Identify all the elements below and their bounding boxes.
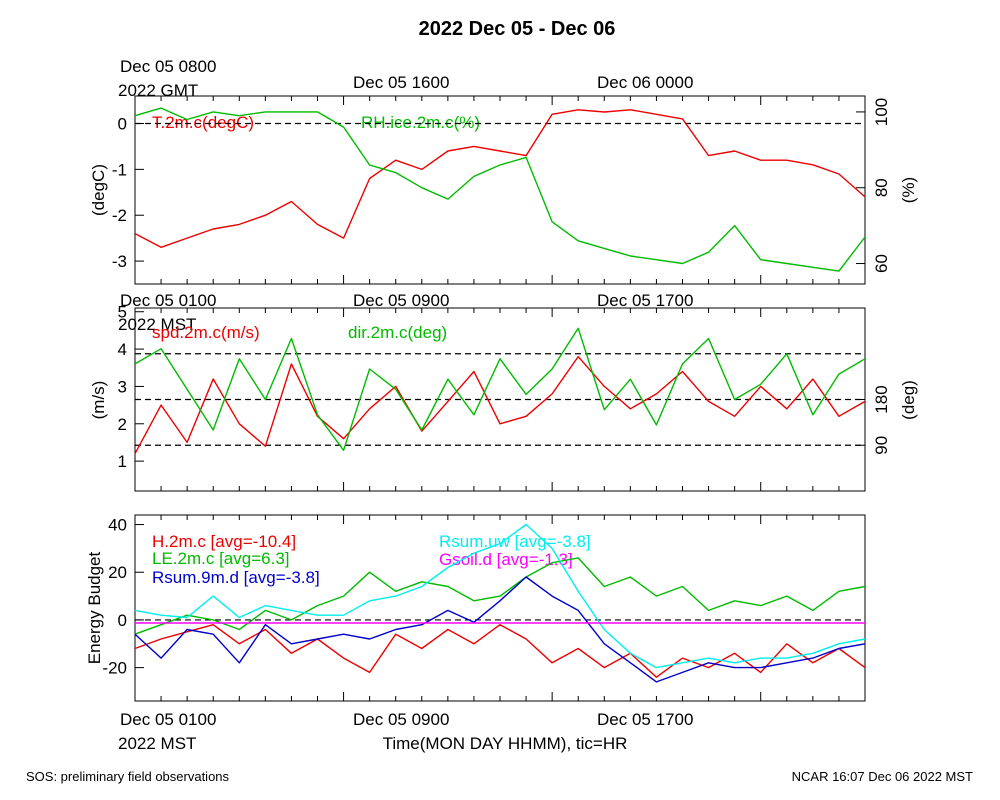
bottom-time-label-2: Dec 05 0900 — [353, 710, 449, 729]
series-line-dir-2m-c-deg- — [134, 327, 866, 451]
right-axis-tick-label: 60 — [872, 254, 891, 273]
legend-gsoil: Gsoil.d [avg=-1.3] — [439, 550, 573, 569]
legend-temperature: T.2m.c(degC) — [152, 113, 254, 132]
panel-2-plot: 1 2 3 4 5 90 180 — [118, 303, 891, 491]
top-time-zone: 2022 GMT — [118, 81, 198, 100]
bottom-time-label-3: Dec 05 1700 — [597, 710, 693, 729]
left-axis-tick-label: -1 — [112, 160, 127, 179]
series-line-rh-ice-2m-c- — [134, 107, 866, 272]
figure-title: 2022 Dec 05 - Dec 06 — [419, 18, 616, 40]
mid-time-label-2: Dec 05 0900 — [353, 291, 449, 310]
right-axis-tick-label: 180 — [872, 385, 891, 413]
legend-rsum-uw: Rsum.uw [avg=-3.8] — [439, 532, 591, 551]
series-line-spd-2m-c-m-s- — [134, 355, 866, 455]
panel-2-right-axis-label: (deg) — [899, 380, 918, 420]
legend-h: H.2m.c [avg=-10.4] — [152, 532, 296, 551]
left-axis-tick-label: -2 — [112, 206, 127, 225]
mid-time-zone: 2022 MST — [118, 315, 196, 334]
legend-humidity: RH.ice.2m.c(%) — [361, 113, 480, 132]
series-line-le-2m-c — [134, 557, 866, 635]
mid-time-label-3: Dec 05 1700 — [597, 291, 693, 310]
panel-3-left-axis-label: Energy Budget — [85, 551, 104, 664]
series-line-t-2m-c-degc- — [134, 109, 866, 249]
panel-2-left-axis-label: (m/s) — [89, 381, 108, 420]
left-axis-tick-label: 3 — [118, 377, 127, 396]
footer-left: SOS: preliminary field observations — [26, 769, 230, 784]
panel-3-plot: -20 0 20 40 — [102, 515, 866, 701]
legend-wind-speed: spd.2m.c(m/s) — [152, 323, 260, 342]
x-axis-label: Time(MON DAY HHMM), tic=HR — [383, 734, 628, 753]
left-axis-tick-label: -20 — [102, 659, 127, 678]
right-axis-tick-label: 80 — [872, 178, 891, 197]
top-time-label-1: Dec 05 0800 — [120, 57, 216, 76]
series-line-h-2m-c — [134, 624, 866, 678]
bottom-time-label-1: Dec 05 0100 — [120, 710, 216, 729]
legend-wind-direction: dir.2m.c(deg) — [348, 323, 447, 342]
left-axis-tick-label: 0 — [118, 611, 127, 630]
legend-le: LE.2m.c [avg=6.3] — [152, 549, 290, 568]
top-time-label-3: Dec 06 0000 — [597, 73, 693, 92]
left-axis-tick-label: 0 — [118, 115, 127, 134]
left-axis-tick-label: 2 — [118, 415, 127, 434]
panel-1-right-axis-label: (%) — [899, 177, 918, 203]
top-time-label-2: Dec 05 1600 — [353, 73, 449, 92]
left-axis-tick-label: 1 — [118, 452, 127, 471]
mid-time-label-1: Dec 05 0100 — [120, 291, 216, 310]
series-line-rsum-uw — [134, 523, 866, 669]
legend-rsum-9m: Rsum.9m.d [avg=-3.8] — [152, 568, 320, 587]
left-axis-tick-label: 20 — [108, 563, 127, 582]
left-axis-tick-label: 40 — [108, 516, 127, 535]
panel-1-left-axis-label: (degC) — [89, 164, 108, 216]
panel-1-plot: 0 -1 -2 -3 100 80 60 — [112, 96, 891, 284]
series-line-rsum-9m-d — [134, 576, 866, 683]
left-axis-tick-label: -3 — [112, 252, 127, 271]
left-axis-tick-label: 5 — [118, 303, 127, 322]
right-axis-tick-label: 100 — [872, 98, 891, 126]
footer-right: NCAR 16:07 Dec 06 2022 MST — [792, 769, 973, 784]
left-axis-tick-label: 4 — [118, 340, 127, 359]
bottom-time-zone: 2022 MST — [118, 734, 196, 753]
right-axis-tick-label: 90 — [872, 436, 891, 455]
